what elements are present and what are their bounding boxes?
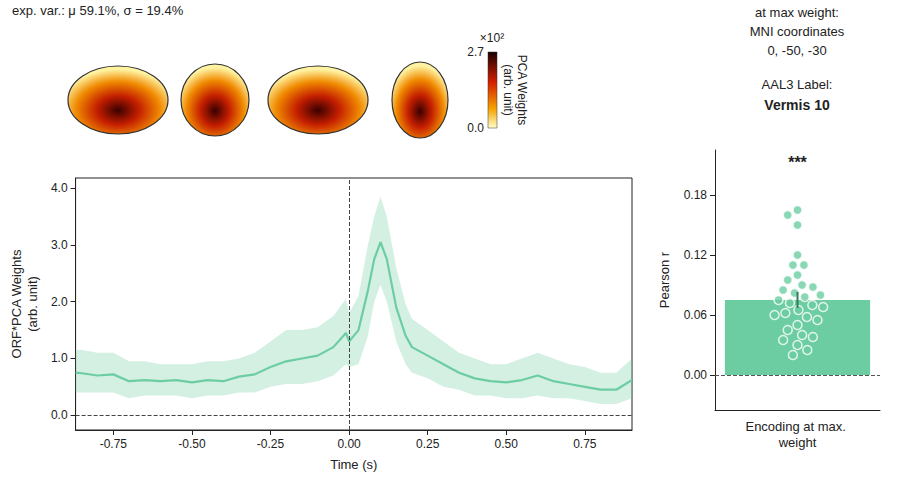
svg-text:at max weight:: at max weight: (755, 5, 839, 20)
svg-text:-0.25: -0.25 (257, 437, 285, 451)
svg-text:1.0: 1.0 (51, 351, 68, 365)
svg-text:-0.50: -0.50 (178, 437, 206, 451)
svg-text:Encoding at max.: Encoding at max. (745, 419, 849, 434)
svg-text:0, -50, -30: 0, -50, -30 (767, 43, 826, 58)
svg-text:-0.75: -0.75 (100, 437, 128, 451)
svg-text:2.0: 2.0 (51, 295, 68, 309)
svg-text:ORF*PCA Weights: ORF*PCA Weights (9, 249, 24, 358)
svg-text:0.75: 0.75 (573, 437, 597, 451)
svg-text:(arb. unit): (arb. unit) (25, 276, 40, 332)
svg-text:AAL3 Label:: AAL3 Label: (762, 77, 833, 92)
svg-text:4.0: 4.0 (51, 181, 68, 195)
svg-text:0.12: 0.12 (684, 248, 708, 262)
svg-text:2.7: 2.7 (467, 45, 484, 59)
svg-text:0.0: 0.0 (467, 121, 484, 135)
svg-text:PCA Weights: PCA Weights (515, 55, 529, 125)
svg-text:Time (s): Time (s) (330, 457, 377, 472)
svg-text:exp. var.: μ 59.1%, σ = 19.4%: exp. var.: μ 59.1%, σ = 19.4% (12, 3, 184, 18)
svg-text:Pearson r: Pearson r (657, 251, 672, 308)
svg-text:×10²: ×10² (480, 31, 504, 45)
svg-text:***: *** (788, 154, 807, 171)
svg-text:0.18: 0.18 (684, 188, 708, 202)
svg-text:MNI coordinates: MNI coordinates (750, 24, 845, 39)
svg-text:weight: weight (778, 435, 817, 450)
svg-text:0.50: 0.50 (495, 437, 519, 451)
svg-text:Vermis 10: Vermis 10 (764, 97, 830, 113)
svg-text:0.00: 0.00 (684, 368, 708, 382)
svg-text:0.00: 0.00 (337, 437, 361, 451)
svg-text:0.25: 0.25 (416, 437, 440, 451)
svg-text:0.0: 0.0 (51, 408, 68, 422)
svg-text:3.0: 3.0 (51, 238, 68, 252)
svg-text:0.06: 0.06 (684, 308, 708, 322)
svg-text:(arb. unit): (arb. unit) (501, 64, 515, 115)
